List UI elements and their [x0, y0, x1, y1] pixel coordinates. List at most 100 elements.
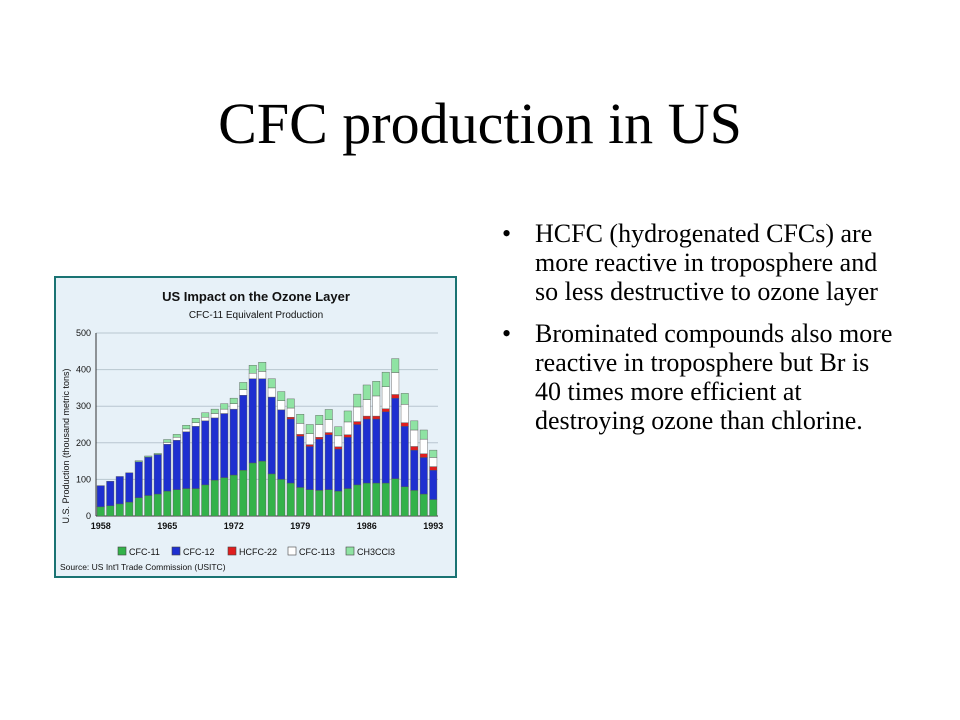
bar-hcfc-22-1990	[400, 422, 409, 427]
legend-swatch	[287, 546, 297, 556]
y-tick-label: 200	[76, 438, 91, 448]
x-tick-label: 1958	[91, 521, 111, 531]
bar-hcfc-22-1984	[343, 434, 352, 438]
bar-cfc-12-1989	[391, 397, 400, 479]
bar-ch3ccl3-1972	[229, 397, 238, 404]
bar-cfc-12-1963	[144, 456, 153, 496]
y-tick-label: 100	[76, 474, 91, 484]
bar-hcfc-22-1987	[372, 415, 381, 420]
legend-label: CH3CCl3	[357, 547, 395, 557]
bar-cfc-113-1980	[305, 433, 314, 445]
bar-cfc-12-1971	[220, 413, 229, 478]
bar-cfc-12-1990	[400, 426, 409, 487]
bar-cfc-11-1968	[191, 488, 200, 517]
bar-cfc-113-1986	[362, 399, 371, 417]
bar-ch3ccl3-1979	[296, 414, 305, 424]
bar-cfc-11-1979	[296, 487, 305, 517]
bar-cfc-12-1970	[210, 417, 219, 481]
y-tick-label: 400	[76, 365, 91, 375]
x-tick-label: 1972	[224, 521, 244, 531]
bar-ch3ccl3-1965	[163, 439, 172, 443]
bar-cfc-12-1961	[125, 472, 134, 503]
bar-cfc-11-1986	[362, 482, 371, 517]
bar-ch3ccl3-1974	[248, 365, 257, 374]
bar-cfc-113-1987	[372, 395, 381, 417]
bar-cfc-12-1984	[343, 437, 352, 489]
ozone-production-chart: US Impact on the Ozone Layer CFC-11 Equi…	[54, 276, 457, 578]
bar-cfc-11-1983	[334, 490, 343, 517]
bar-cfc-11-1969	[201, 484, 210, 517]
bar-cfc-12-1988	[381, 411, 390, 484]
legend-swatch	[117, 546, 127, 556]
bullet-list: • HCFC (hydrogenated CFCs) are more reac…	[498, 219, 898, 448]
bar-cfc-11-1966	[172, 489, 181, 517]
bar-cfc-12-1972	[229, 408, 238, 476]
bar-cfc-113-1990	[400, 404, 409, 423]
bar-ch3ccl3-1962	[134, 460, 143, 463]
bar-cfc-11-1977	[277, 479, 286, 517]
bar-cfc-11-1971	[220, 477, 229, 517]
legend-swatch	[171, 546, 181, 556]
bar-cfc-113-1974	[248, 373, 257, 379]
bar-cfc-11-1980	[305, 489, 314, 517]
bar-cfc-113-1973	[239, 389, 248, 396]
bar-ch3ccl3-1990	[400, 393, 409, 405]
bar-ch3ccl3-1971	[220, 403, 229, 410]
bar-hcfc-22-1989	[391, 394, 400, 399]
slide-title: CFC production in US	[218, 91, 742, 156]
bar-ch3ccl3-1992	[419, 429, 428, 440]
bar-cfc-113-1965	[163, 442, 172, 445]
bar-cfc-11-1960	[115, 503, 124, 517]
bar-cfc-12-1968	[191, 426, 200, 489]
bar-ch3ccl3-1966	[172, 434, 181, 438]
bar-cfc-11-1984	[343, 488, 352, 517]
chart-source: Source: US Int'l Trade Commission (USITC…	[60, 562, 226, 572]
bar-hcfc-22-1979	[296, 434, 305, 437]
bar-ch3ccl3-1985	[353, 393, 362, 408]
bar-cfc-113-1979	[296, 423, 305, 435]
bar-cfc-12-1985	[353, 424, 362, 486]
bar-cfc-12-1987	[372, 418, 381, 484]
bar-cfc-113-1975	[258, 371, 267, 379]
bar-ch3ccl3-1973	[239, 382, 248, 390]
bar-cfc-113-1969	[201, 416, 210, 422]
bar-cfc-12-1986	[362, 418, 371, 484]
bar-ch3ccl3-1964	[153, 453, 162, 455]
bar-ch3ccl3-1980	[305, 424, 314, 434]
bar-cfc-11-1974	[248, 462, 257, 517]
bar-cfc-12-1975	[258, 378, 267, 462]
bar-cfc-113-1966	[172, 437, 181, 441]
bar-cfc-11-1990	[400, 486, 409, 517]
bar-ch3ccl3-1984	[343, 410, 352, 423]
bar-ch3ccl3-1975	[258, 362, 267, 372]
bar-cfc-113-1989	[391, 372, 400, 395]
bullet-text-bromine: Brominated compounds also more reactive …	[535, 319, 893, 435]
bar-cfc-11-1988	[381, 482, 390, 517]
bar-cfc-11-1985	[353, 484, 362, 517]
x-tick-label: 1979	[290, 521, 310, 531]
bar-ch3ccl3-1987	[372, 381, 381, 397]
bar-cfc-12-1966	[172, 440, 181, 490]
bar-hcfc-22-1978	[286, 416, 295, 420]
bar-cfc-113-1985	[353, 406, 362, 422]
bar-cfc-11-1982	[324, 489, 333, 517]
bar-cfc-11-1976	[267, 473, 276, 517]
bar-hcfc-22-1986	[362, 415, 371, 420]
bar-ch3ccl3-1970	[210, 408, 219, 414]
bar-cfc-11-1993	[429, 499, 438, 517]
bar-ch3ccl3-1986	[362, 384, 371, 400]
legend-label: CFC-12	[183, 547, 215, 557]
bullet-item-hcfc: • HCFC (hydrogenated CFCs) are more reac…	[498, 219, 898, 306]
bar-ch3ccl3-1978	[286, 398, 295, 409]
bar-cfc-12-1980	[305, 446, 314, 490]
bar-cfc-113-1977	[277, 400, 286, 411]
bar-cfc-12-1992	[419, 457, 428, 495]
bar-cfc-11-1967	[182, 488, 191, 517]
y-tick-label: 0	[86, 511, 91, 521]
bar-cfc-11-1962	[134, 497, 143, 517]
chart-subtitle: CFC-11 Equivalent Production	[189, 310, 323, 321]
legend: CFC-11 CFC-12 HCFC-22 CFC-113 CH3CCl3	[117, 546, 395, 557]
bar-cfc-12-1983	[334, 448, 343, 492]
bar-cfc-11-1964	[153, 493, 162, 517]
bar-cfc-12-1981	[315, 438, 324, 491]
